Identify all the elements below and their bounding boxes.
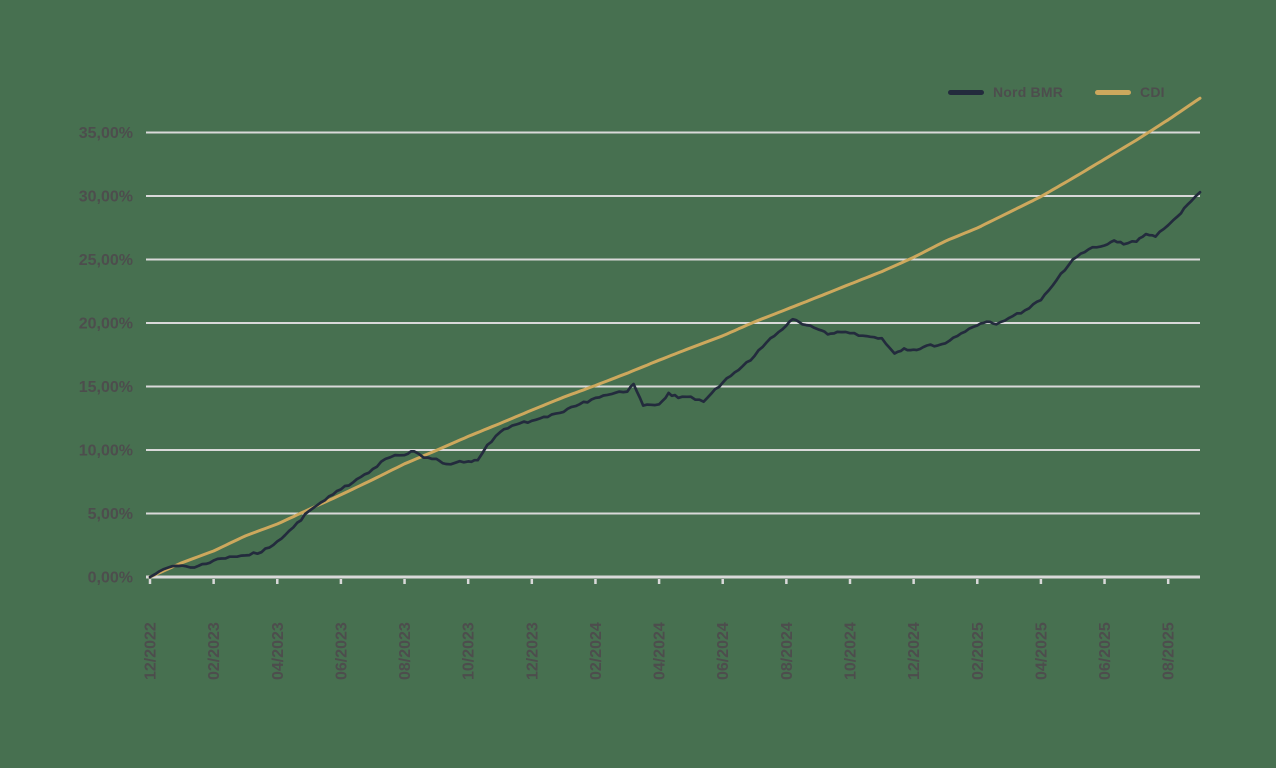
legend-label-cdi: CDI xyxy=(1140,84,1165,100)
x-axis-label: 10/2024 xyxy=(843,622,860,680)
cdi-line-swatch xyxy=(1095,89,1132,95)
chart-legend: Nord BMR CDI xyxy=(948,84,1165,100)
y-axis-label: 25,00% xyxy=(79,252,133,269)
x-axis-label: 06/2024 xyxy=(715,622,732,680)
x-axis-label: 02/2023 xyxy=(206,622,223,680)
legend-item-cdi[interactable]: CDI xyxy=(1095,84,1165,100)
x-axis-label: 04/2023 xyxy=(270,622,287,680)
legend-item-nord-bmr[interactable]: Nord BMR xyxy=(948,84,1063,100)
y-axis-label: 20,00% xyxy=(79,316,133,333)
x-axis-label: 08/2024 xyxy=(779,622,796,680)
x-axis-label: 12/2023 xyxy=(524,622,541,680)
x-axis-label: 02/2025 xyxy=(970,622,987,680)
x-axis-label: 02/2024 xyxy=(588,622,605,680)
y-axis-label: 10,00% xyxy=(79,443,133,460)
y-axis-label: 15,00% xyxy=(79,379,133,396)
nord-bmr-line xyxy=(148,190,1202,579)
y-axis-label: 0,00% xyxy=(88,570,133,587)
x-axis-label: 12/2024 xyxy=(906,622,923,680)
x-axis-label: 08/2025 xyxy=(1161,622,1178,680)
x-axis-label: 08/2023 xyxy=(397,622,414,680)
x-axis-label: 04/2024 xyxy=(652,622,669,680)
cdi-line xyxy=(148,96,1202,579)
x-axis-label: 12/2022 xyxy=(143,622,160,680)
legend-label-nord-bmr: Nord BMR xyxy=(993,84,1064,100)
x-axis-label: 10/2023 xyxy=(461,622,478,680)
nord-bmr-line-swatch xyxy=(948,89,984,95)
y-axis-label: 30,00% xyxy=(79,189,133,206)
x-axis-label: 04/2025 xyxy=(1033,622,1050,680)
x-axis-label: 06/2023 xyxy=(333,622,350,680)
y-axis-label: 35,00% xyxy=(79,125,133,142)
y-axis-label: 5,00% xyxy=(88,506,133,523)
x-axis-label: 06/2025 xyxy=(1097,622,1114,680)
